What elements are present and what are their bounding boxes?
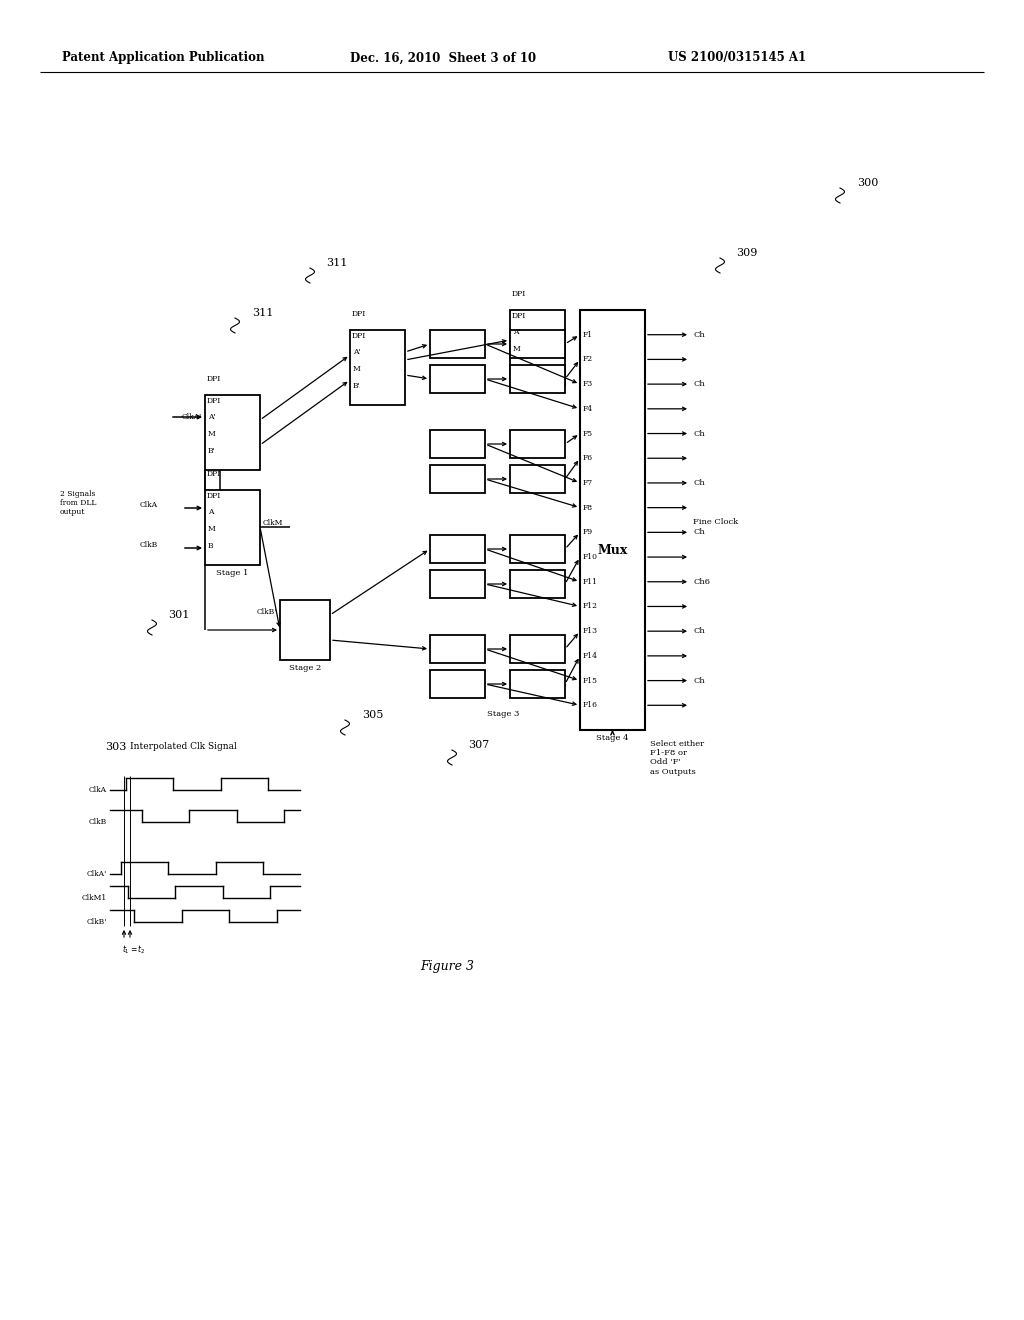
- Bar: [510, 671, 565, 698]
- Text: A': A': [513, 327, 520, 337]
- Text: Ch: Ch: [693, 331, 705, 339]
- Text: F7: F7: [583, 479, 593, 487]
- Text: F10: F10: [583, 553, 598, 561]
- Text: A: A: [208, 508, 213, 516]
- Text: F8: F8: [583, 504, 593, 512]
- Bar: [430, 366, 485, 393]
- Bar: [430, 535, 485, 564]
- Text: Fine Clock: Fine Clock: [693, 517, 738, 525]
- Text: M: M: [513, 345, 521, 352]
- Text: Figure 3: Figure 3: [420, 960, 474, 973]
- Text: F2: F2: [583, 355, 593, 363]
- Text: F12: F12: [583, 602, 598, 610]
- Text: M: M: [208, 525, 216, 533]
- Text: 311: 311: [326, 257, 347, 268]
- Bar: [580, 310, 645, 730]
- Text: DPI: DPI: [512, 312, 526, 319]
- Text: DPI: DPI: [207, 492, 221, 500]
- Text: F16: F16: [583, 701, 598, 709]
- Text: Mux: Mux: [597, 544, 628, 557]
- Bar: [430, 465, 485, 492]
- Text: ClkA': ClkA': [181, 413, 202, 421]
- Text: Interpolated Clk Signal: Interpolated Clk Signal: [130, 742, 237, 751]
- Text: ClkA: ClkA: [89, 785, 106, 795]
- Text: Ch: Ch: [693, 677, 705, 685]
- Text: Stage 3: Stage 3: [487, 710, 519, 718]
- Bar: [430, 570, 485, 598]
- Text: 2 Signals
from DLL
output: 2 Signals from DLL output: [60, 490, 96, 516]
- Text: Dec. 16, 2010  Sheet 3 of 10: Dec. 16, 2010 Sheet 3 of 10: [350, 51, 537, 65]
- Text: 305: 305: [362, 710, 383, 719]
- Text: A': A': [208, 413, 216, 421]
- Text: F4: F4: [583, 405, 593, 413]
- Bar: [430, 671, 485, 698]
- Bar: [430, 330, 485, 358]
- Bar: [510, 535, 565, 564]
- Text: F9: F9: [583, 528, 593, 536]
- Text: B': B': [353, 381, 360, 389]
- Text: F5: F5: [583, 429, 593, 437]
- Text: Ch: Ch: [693, 429, 705, 437]
- Text: Patent Application Publication: Patent Application Publication: [62, 51, 264, 65]
- Text: ClkM1: ClkM1: [82, 894, 106, 902]
- Bar: [350, 330, 406, 405]
- Bar: [510, 570, 565, 598]
- Text: US 2100/0315145 A1: US 2100/0315145 A1: [668, 51, 806, 65]
- Text: Stage 2: Stage 2: [289, 664, 322, 672]
- Text: B': B': [208, 447, 216, 455]
- Text: DPI: DPI: [207, 470, 221, 478]
- Text: F1: F1: [583, 331, 593, 339]
- Text: F11: F11: [583, 578, 598, 586]
- Bar: [205, 490, 260, 565]
- Text: ClkB: ClkB: [140, 541, 159, 549]
- Bar: [280, 601, 330, 660]
- Text: Ch: Ch: [693, 627, 705, 635]
- Text: Ch: Ch: [693, 528, 705, 536]
- Text: DPI: DPI: [207, 397, 221, 405]
- Text: 303: 303: [105, 742, 126, 752]
- Text: F15: F15: [583, 677, 598, 685]
- Bar: [510, 465, 565, 492]
- Text: ClkA: ClkA: [140, 502, 158, 510]
- Text: Ch: Ch: [693, 380, 705, 388]
- Bar: [510, 366, 565, 393]
- Text: F14: F14: [583, 652, 598, 660]
- Text: M: M: [353, 366, 360, 374]
- Text: B: B: [208, 543, 214, 550]
- Text: DPI: DPI: [352, 333, 367, 341]
- Text: F13: F13: [583, 627, 598, 635]
- Text: 311: 311: [252, 308, 273, 318]
- Bar: [430, 430, 485, 458]
- Text: ClkB: ClkB: [89, 818, 106, 826]
- Text: Ch6: Ch6: [693, 578, 710, 586]
- Text: A': A': [353, 348, 360, 356]
- Bar: [430, 635, 485, 663]
- Text: F6: F6: [583, 454, 593, 462]
- Text: Stage 4: Stage 4: [596, 734, 629, 742]
- Text: ClkA': ClkA': [87, 870, 106, 878]
- Text: ClkB': ClkB': [87, 917, 106, 927]
- Text: ClkB': ClkB': [257, 609, 278, 616]
- Text: 301: 301: [168, 610, 189, 620]
- Text: Ch: Ch: [693, 479, 705, 487]
- Text: 300: 300: [857, 178, 879, 187]
- Text: Select either
F1-F8 or
Odd 'F'
as Outputs: Select either F1-F8 or Odd 'F' as Output…: [650, 741, 705, 776]
- Text: 309: 309: [736, 248, 758, 257]
- Text: Stage 1: Stage 1: [216, 569, 249, 577]
- Text: DPI: DPI: [207, 375, 221, 383]
- Text: $t_1=t_2$: $t_1=t_2$: [122, 944, 145, 957]
- Text: F3: F3: [583, 380, 593, 388]
- Bar: [510, 430, 565, 458]
- Bar: [205, 395, 260, 470]
- Text: ClkM: ClkM: [263, 519, 284, 527]
- Text: 307: 307: [468, 741, 489, 750]
- Bar: [510, 310, 565, 385]
- Text: DPI: DPI: [512, 290, 526, 298]
- Text: DPI: DPI: [352, 310, 367, 318]
- Text: M: M: [208, 430, 216, 438]
- Bar: [510, 330, 565, 358]
- Bar: [510, 635, 565, 663]
